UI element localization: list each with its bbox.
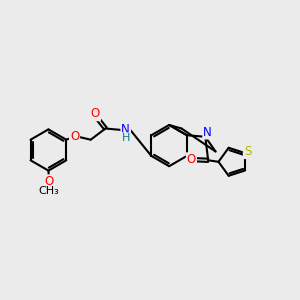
- Text: O: O: [44, 175, 54, 188]
- Text: N: N: [203, 125, 212, 139]
- Text: S: S: [244, 145, 251, 158]
- Text: O: O: [91, 107, 100, 120]
- Text: CH₃: CH₃: [39, 186, 59, 196]
- Text: N: N: [122, 123, 130, 136]
- Text: O: O: [187, 153, 196, 166]
- Text: O: O: [70, 130, 79, 143]
- Text: H: H: [122, 133, 130, 143]
